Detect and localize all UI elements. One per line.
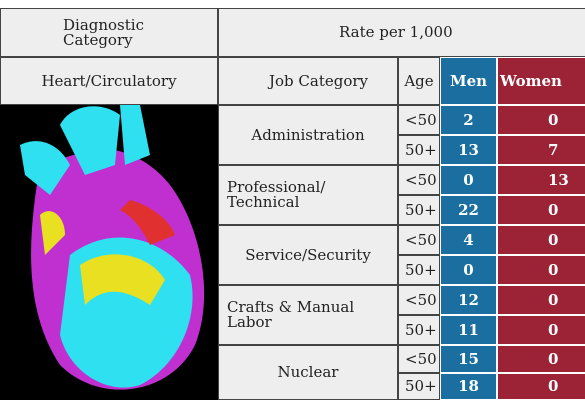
- women-rate: 0: [497, 255, 585, 285]
- men-rate: 18: [440, 373, 497, 400]
- heart-image: [0, 105, 218, 400]
- job-category-header: Job Category: [218, 57, 398, 105]
- job-category: Service/Security: [218, 225, 398, 285]
- men-rate: 12: [440, 285, 497, 315]
- age: <50: [398, 345, 440, 373]
- job-category: Administration: [218, 105, 398, 165]
- men-rate: 22: [440, 195, 497, 225]
- women-rate: 0: [497, 373, 585, 400]
- men-header: Men: [440, 57, 497, 105]
- women-rate: 0: [497, 315, 585, 345]
- men-rate: 2: [440, 105, 497, 135]
- diagnostic-category-header: Diagnostic Category: [0, 8, 218, 57]
- age: 50+: [398, 315, 440, 345]
- women-rate: 0: [497, 225, 585, 255]
- job-category: Professional/ Technical: [218, 165, 398, 225]
- page: Diagnostic CategoryRate per 1,000Heart/C…: [0, 0, 585, 400]
- women-header: Women: [497, 57, 585, 105]
- men-rate: 4: [440, 225, 497, 255]
- age: 50+: [398, 373, 440, 400]
- job-category: Crafts & Manual Labor: [218, 285, 398, 345]
- age: <50: [398, 285, 440, 315]
- job-category: Nuclear: [218, 345, 398, 400]
- men-rate: 0: [440, 165, 497, 195]
- women-rate: 13: [497, 165, 585, 195]
- women-rate: 0: [497, 105, 585, 135]
- age: <50: [398, 225, 440, 255]
- men-rate: 0: [440, 255, 497, 285]
- condition-header: Heart/Circulatory: [0, 57, 218, 105]
- age: 50+: [398, 255, 440, 285]
- men-rate: 15: [440, 345, 497, 373]
- women-rate: 0: [497, 285, 585, 315]
- women-rate: 0: [497, 195, 585, 225]
- men-rate: 11: [440, 315, 497, 345]
- age: <50: [398, 165, 440, 195]
- rate-header: Rate per 1,000: [218, 8, 585, 57]
- men-rate: 13: [440, 135, 497, 165]
- women-rate: 7: [497, 135, 585, 165]
- age-header: Age: [398, 57, 440, 105]
- age: <50: [398, 105, 440, 135]
- age: 50+: [398, 195, 440, 225]
- age: 50+: [398, 135, 440, 165]
- women-rate: 0: [497, 345, 585, 373]
